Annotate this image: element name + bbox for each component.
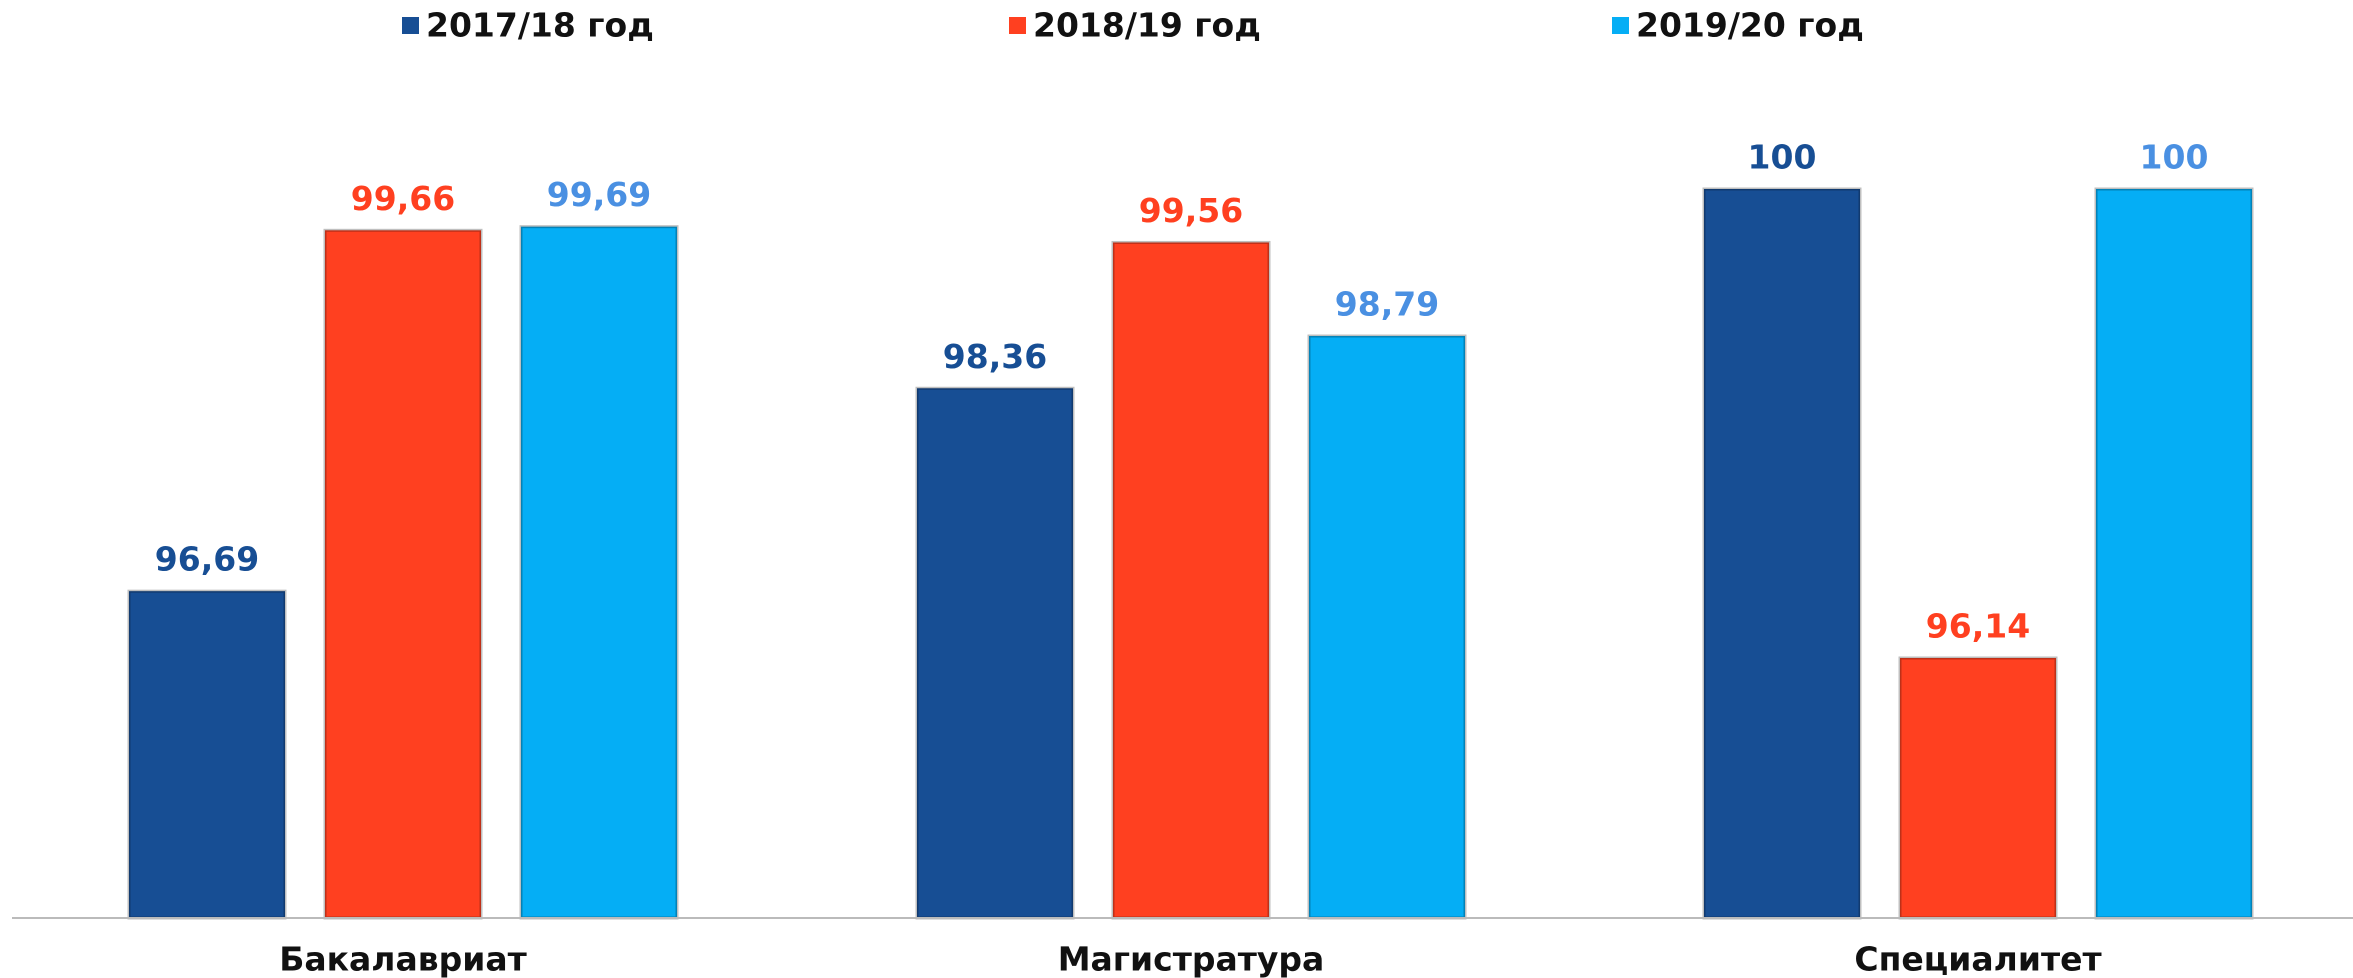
bar bbox=[2094, 187, 2254, 920]
data-label: 100 bbox=[2140, 138, 2209, 177]
data-label: 99,56 bbox=[1139, 191, 1243, 230]
bar bbox=[323, 228, 483, 920]
legend-label: 2017/18 год bbox=[426, 6, 654, 45]
legend-swatch bbox=[1612, 17, 1629, 34]
bar bbox=[1702, 187, 1862, 920]
bar bbox=[519, 225, 679, 920]
legend-swatch bbox=[1009, 17, 1026, 34]
data-label: 96,14 bbox=[1926, 606, 2030, 645]
data-label: 98,79 bbox=[1335, 285, 1439, 324]
bar bbox=[915, 386, 1075, 920]
bar bbox=[127, 589, 287, 920]
data-label: 99,66 bbox=[351, 179, 455, 218]
data-label: 98,36 bbox=[943, 337, 1047, 376]
x-tick-label: Специалитет bbox=[1854, 940, 2101, 978]
x-tick-label: Магистратура bbox=[1058, 940, 1325, 978]
legend-label: 2019/20 год bbox=[1636, 6, 1864, 45]
legend-label: 2018/19 год bbox=[1033, 6, 1261, 45]
bar bbox=[1898, 656, 2058, 920]
bar bbox=[1307, 334, 1467, 920]
data-label: 99,69 bbox=[547, 175, 651, 214]
legend-swatch bbox=[402, 17, 419, 34]
x-tick-label: Бакалавриат bbox=[279, 940, 527, 978]
bar bbox=[1111, 240, 1271, 920]
data-label: 96,69 bbox=[155, 540, 259, 579]
data-label: 100 bbox=[1748, 138, 1817, 177]
